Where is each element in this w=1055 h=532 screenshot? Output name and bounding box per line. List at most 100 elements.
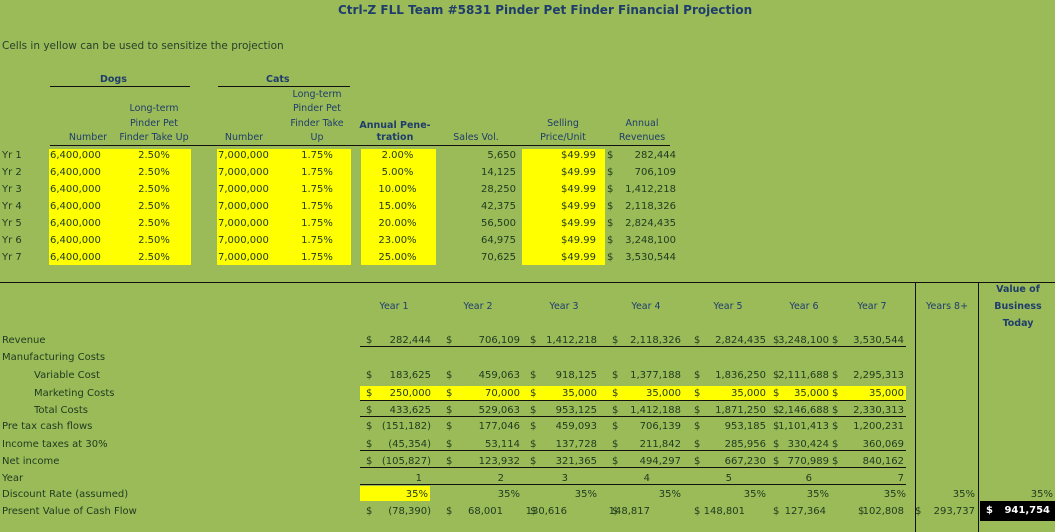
dog-takeup-cell[interactable]: 2.50% [138,184,170,195]
cat-number-cell[interactable]: 7,000,000 [218,252,269,263]
taxes-cell[interactable]: 360,069 [862,439,904,450]
revenue-cell[interactable]: 2,118,326 [630,335,681,346]
cat-number-cell[interactable]: 7,000,000 [218,184,269,195]
dog-takeup-cell[interactable]: 2.50% [138,167,170,178]
sales-volume-cell[interactable]: 64,975 [481,235,516,246]
dog-number-cell[interactable]: 6,400,000 [50,184,101,195]
dog-number-cell[interactable]: 6,400,000 [50,235,101,246]
variable-cost-cell[interactable]: 2,111,688 [778,370,829,381]
dog-number-cell[interactable]: 6,400,000 [50,252,101,263]
currency-cell[interactable]: $ [607,150,614,161]
variable-cost-cell[interactable]: 183,625 [389,370,431,381]
sales-volume-cell[interactable]: 42,375 [481,201,516,212]
currency-cell[interactable]: $ [607,218,614,229]
currency-cell[interactable]: $ [607,201,614,212]
selling-price-cell[interactable]: $49.99 [561,252,596,263]
selling-price-cell[interactable]: $49.99 [561,184,596,195]
currency-cell[interactable]: $ [607,252,614,263]
net-income-cell[interactable]: (105,827) [381,456,431,467]
dogs-input-block[interactable] [49,149,191,265]
variable-cost-cell[interactable]: 1,377,188 [630,370,681,381]
annual-revenue-cell[interactable]: 1,412,218 [625,184,676,195]
marketing-cost-cell[interactable]: 35,000 [869,388,904,399]
penetration-cell[interactable]: 25.00% [378,252,417,263]
variable-cost-cell[interactable]: 459,063 [478,370,520,381]
variable-cost-cell[interactable]: 2,295,313 [853,370,904,381]
pretax-cell[interactable]: 1,101,413 [778,421,829,432]
dog-takeup-cell[interactable]: 2.50% [138,201,170,212]
cats-input-block[interactable] [217,149,351,265]
marketing-cost-cell[interactable]: 250,000 [389,388,431,399]
sales-volume-cell[interactable]: 28,250 [481,184,516,195]
revenue-cell[interactable]: 706,109 [478,335,520,346]
annual-revenue-cell[interactable]: 706,109 [634,167,676,178]
total-cost-cell[interactable]: 433,625 [389,405,431,416]
taxes-cell[interactable]: 211,842 [639,439,681,450]
revenue-cell[interactable]: 1,412,218 [546,335,597,346]
taxes-cell[interactable]: 137,728 [555,439,597,450]
taxes-cell[interactable]: 285,956 [724,439,766,450]
net-income-cell[interactable]: 321,365 [555,456,597,467]
marketing-cost-cell[interactable]: 35,000 [562,388,597,399]
sales-volume-cell[interactable]: 56,500 [481,218,516,229]
revenue-cell[interactable]: 3,248,100 [778,335,829,346]
penetration-cell[interactable]: 2.00% [381,150,414,161]
annual-revenue-cell[interactable]: 3,248,100 [625,235,676,246]
marketing-input-block[interactable] [360,386,906,401]
discount-rate-input[interactable] [360,486,430,501]
cat-takeup-cell[interactable]: 1.75% [301,201,333,212]
net-income-cell[interactable]: 667,230 [724,456,766,467]
cat-takeup-cell[interactable]: 1.75% [301,150,333,161]
price-input-block[interactable] [522,149,605,265]
total-cost-cell[interactable]: 2,330,313 [853,405,904,416]
annual-revenue-cell[interactable]: 3,530,544 [625,252,676,263]
sales-volume-cell[interactable]: 70,625 [481,252,516,263]
dog-takeup-cell[interactable]: 2.50% [138,252,170,263]
cat-takeup-cell[interactable]: 1.75% [301,167,333,178]
marketing-cost-cell[interactable]: 70,000 [485,388,520,399]
revenue-cell[interactable]: 282,444 [389,335,431,346]
penetration-cell[interactable]: 5.00% [381,167,414,178]
total-cost-cell[interactable]: 2,146,688 [778,405,829,416]
cat-takeup-cell[interactable]: 1.75% [301,218,333,229]
pretax-cell[interactable]: 459,093 [555,421,597,432]
discount-rate-cell[interactable]: 35% [405,489,428,500]
pretax-cell[interactable]: 953,185 [724,421,766,432]
selling-price-cell[interactable]: $49.99 [561,167,596,178]
total-cost-cell[interactable]: 953,125 [555,405,597,416]
sales-volume-cell[interactable]: 14,125 [481,167,516,178]
cat-number-cell[interactable]: 7,000,000 [218,201,269,212]
penetration-cell[interactable]: 20.00% [378,218,417,229]
variable-cost-cell[interactable]: 918,125 [555,370,597,381]
marketing-cost-cell[interactable]: 35,000 [794,388,829,399]
dog-number-cell[interactable]: 6,400,000 [50,201,101,212]
net-income-cell[interactable]: 840,162 [862,456,904,467]
dog-number-cell[interactable]: 6,400,000 [50,167,101,178]
cat-number-cell[interactable]: 7,000,000 [218,167,269,178]
pretax-cell[interactable]: 177,046 [478,421,520,432]
revenue-cell[interactable]: 2,824,435 [715,335,766,346]
dog-takeup-cell[interactable]: 2.50% [138,218,170,229]
currency-cell[interactable]: $ [607,235,614,246]
cat-number-cell[interactable]: 7,000,000 [218,150,269,161]
dog-number-cell[interactable]: 6,400,000 [50,218,101,229]
pretax-cell[interactable]: (151,182) [381,421,431,432]
cat-takeup-cell[interactable]: 1.75% [301,184,333,195]
selling-price-cell[interactable]: $49.99 [561,201,596,212]
cat-number-cell[interactable]: 7,000,000 [218,218,269,229]
dog-takeup-cell[interactable]: 2.50% [138,235,170,246]
penetration-input-block[interactable] [361,149,436,265]
revenue-cell[interactable]: 3,530,544 [853,335,904,346]
variable-cost-cell[interactable]: 1,836,250 [715,370,766,381]
marketing-cost-cell[interactable]: 35,000 [731,388,766,399]
currency-cell[interactable]: $ [607,184,614,195]
dog-takeup-cell[interactable]: 2.50% [138,150,170,161]
pretax-cell[interactable]: 706,139 [639,421,681,432]
total-cost-cell[interactable]: 1,871,250 [715,405,766,416]
taxes-cell[interactable]: (45,354) [388,439,431,450]
penetration-cell[interactable]: 15.00% [378,201,417,212]
selling-price-cell[interactable]: $49.99 [561,218,596,229]
net-income-cell[interactable]: 494,297 [639,456,681,467]
penetration-cell[interactable]: 10.00% [378,184,417,195]
cat-takeup-cell[interactable]: 1.75% [301,252,333,263]
